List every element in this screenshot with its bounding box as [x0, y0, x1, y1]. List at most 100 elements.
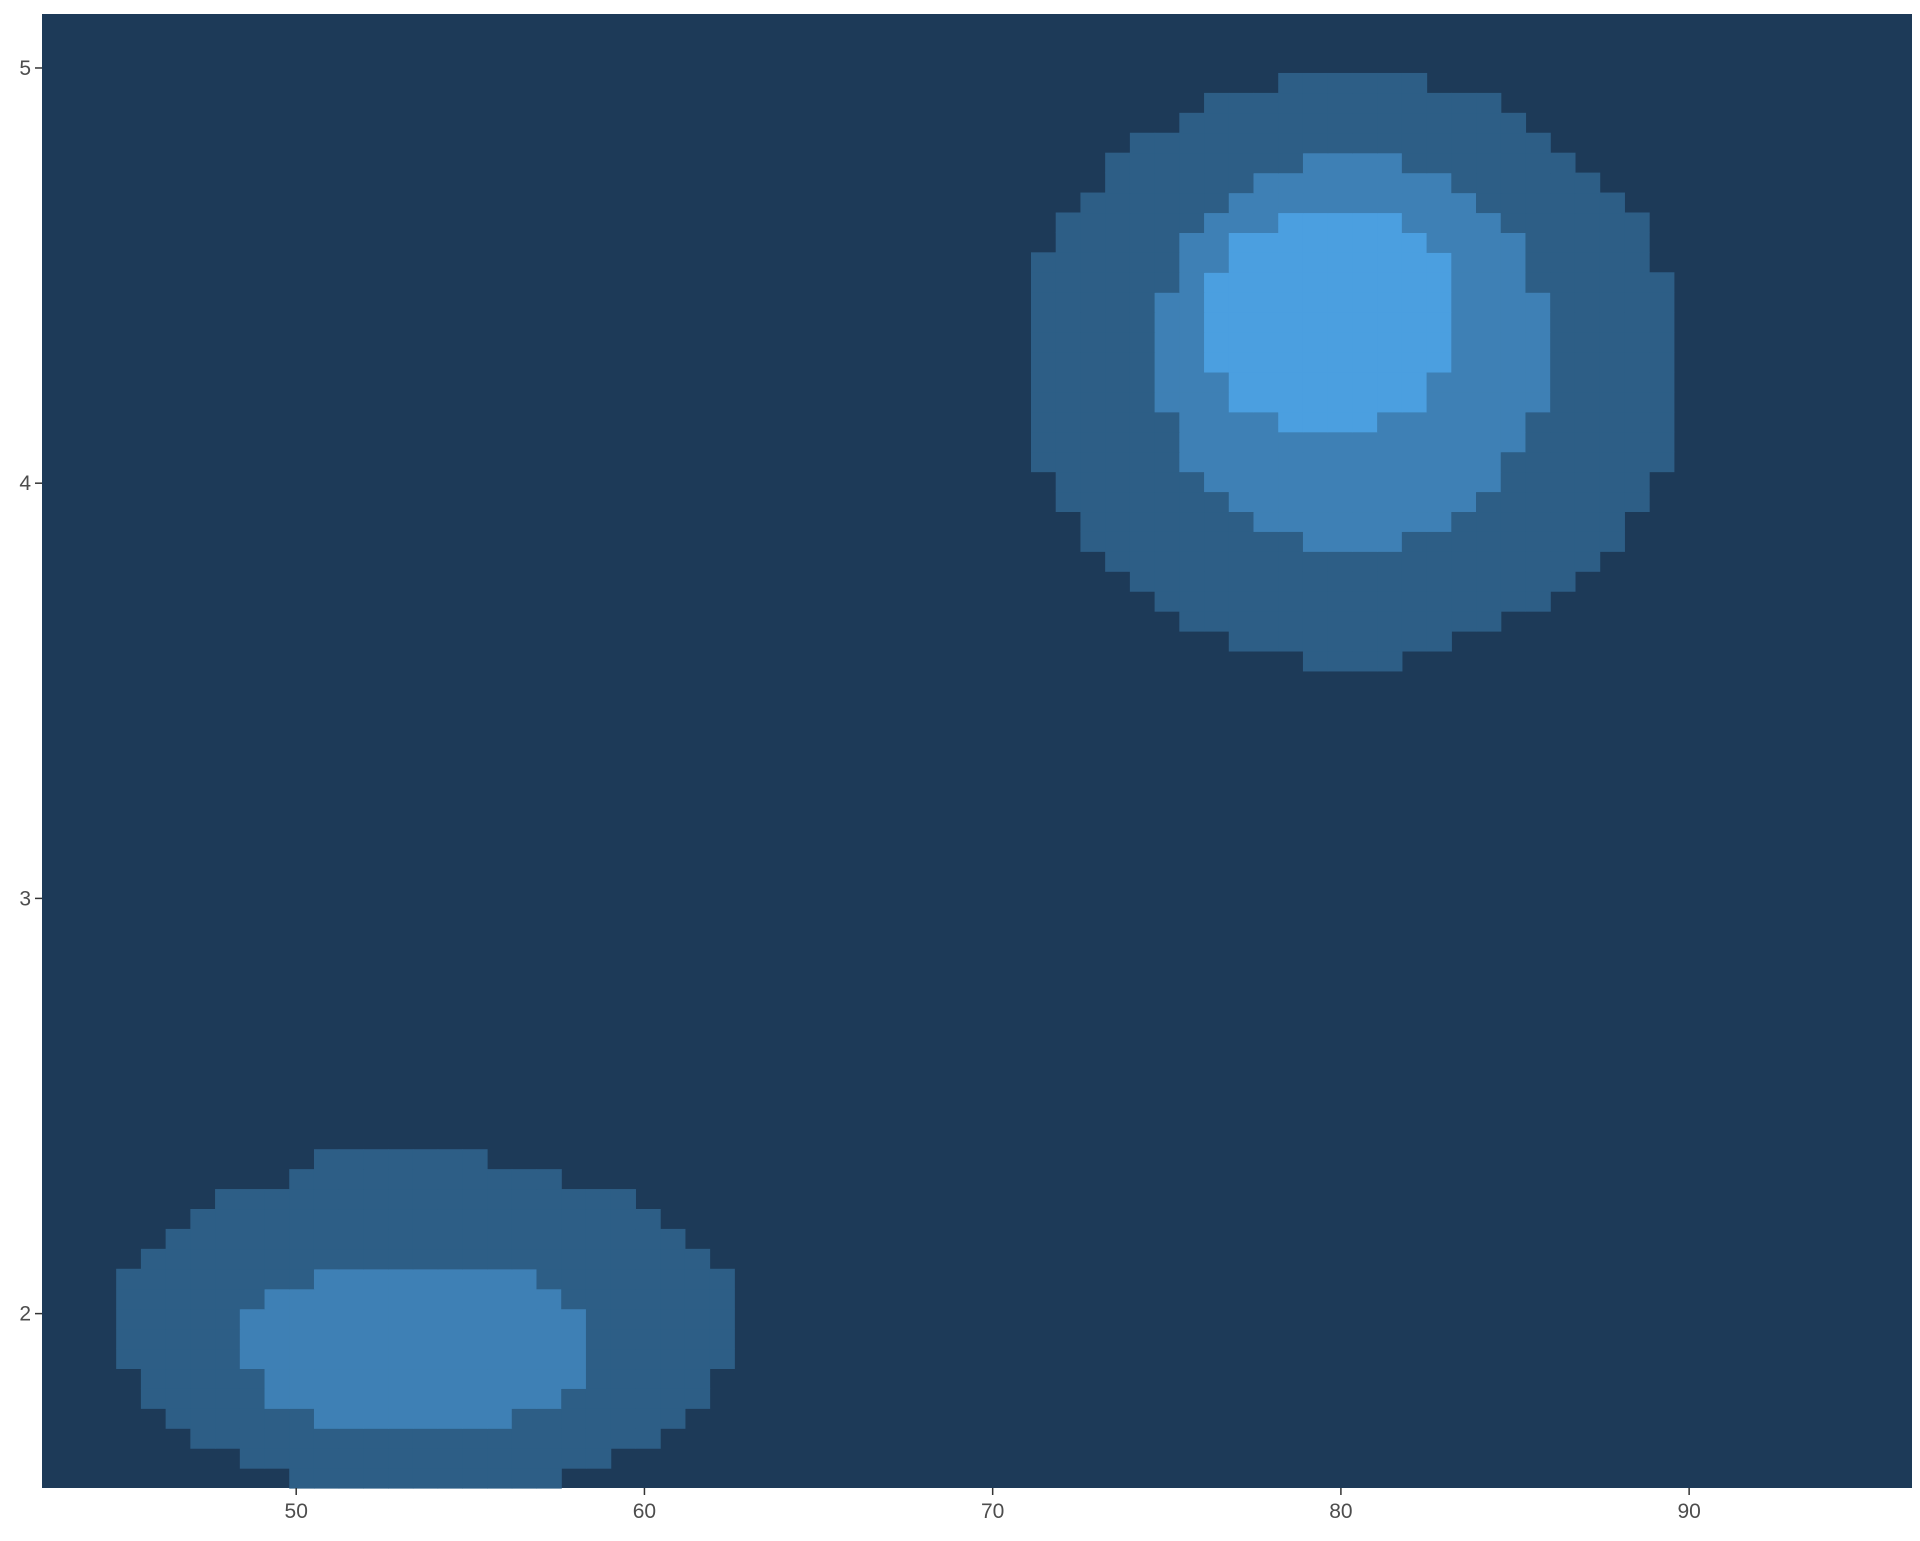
heatmap-cell	[1302, 72, 1329, 94]
heatmap-cell	[264, 1228, 290, 1250]
heatmap-cell	[1550, 152, 1576, 174]
heatmap-cell	[1179, 371, 1205, 393]
heatmap-cell	[561, 1208, 587, 1230]
heatmap-cell	[1105, 431, 1131, 453]
heatmap-cell	[1574, 212, 1601, 233]
heatmap-cell	[1154, 312, 1180, 333]
heatmap-cell	[1451, 511, 1477, 532]
heatmap-cell	[363, 1228, 389, 1250]
heatmap-cell	[1550, 292, 1576, 313]
heatmap-cell	[1599, 351, 1625, 373]
heatmap-cell	[313, 1408, 340, 1429]
heatmap-cell	[1352, 591, 1378, 612]
heatmap-cell	[388, 1328, 414, 1350]
heatmap-cell	[1204, 611, 1230, 632]
heatmap-cell	[1377, 172, 1403, 194]
heatmap-cell	[1302, 192, 1329, 214]
heatmap-cell	[437, 1169, 463, 1190]
heatmap-cell	[412, 1208, 439, 1230]
heatmap-cell	[289, 1368, 315, 1389]
heatmap-cell	[1327, 611, 1353, 632]
heatmap-cell	[1055, 471, 1082, 493]
heatmap-cell	[338, 1368, 365, 1389]
heatmap-cell	[363, 1348, 389, 1370]
heatmap-cell	[1327, 72, 1353, 94]
heatmap-cell	[412, 1308, 439, 1330]
heatmap-cell	[1278, 132, 1304, 154]
heatmap-cell	[1525, 292, 1551, 313]
heatmap-cell	[1401, 411, 1428, 433]
heatmap-cell	[363, 1388, 389, 1409]
heatmap-cell	[1129, 391, 1156, 413]
heatmap-cell	[1352, 212, 1378, 233]
heatmap-cell	[313, 1248, 340, 1270]
y-tick-label: 3	[19, 887, 31, 910]
heatmap-cell	[1030, 431, 1057, 453]
heatmap-cell	[1204, 212, 1230, 233]
heatmap-cell	[1204, 531, 1230, 552]
heatmap-cell	[190, 1368, 216, 1389]
heatmap-cell	[412, 1169, 439, 1190]
heatmap-cell	[1352, 312, 1378, 333]
heatmap-cell	[165, 1228, 191, 1250]
x-axis: 50 60 70 80 90	[285, 1488, 1701, 1523]
heatmap-cell	[1476, 112, 1502, 134]
heatmap-cell	[1500, 272, 1527, 293]
heatmap-cell	[1327, 112, 1353, 134]
heatmap-cell	[1129, 411, 1156, 433]
heatmap-cell	[1574, 551, 1601, 572]
heatmap-cell	[1574, 491, 1601, 513]
heatmap-cell	[1253, 172, 1279, 194]
heatmap-cell	[1105, 471, 1131, 493]
heatmap-cell	[1327, 192, 1353, 214]
heatmap-cell	[1253, 551, 1279, 572]
heatmap-cell	[116, 1328, 142, 1350]
heatmap-cell	[1327, 232, 1353, 253]
heatmap-cell	[1574, 292, 1601, 313]
heatmap-cell	[1204, 491, 1230, 513]
heatmap-cell	[1352, 431, 1378, 453]
heatmap-cell	[1228, 332, 1255, 353]
heatmap-cell	[1204, 272, 1230, 293]
heatmap-cell	[1278, 591, 1304, 612]
heatmap-cell	[116, 1288, 142, 1310]
heatmap-cell	[1253, 611, 1279, 632]
heatmap-cell	[1179, 571, 1205, 592]
heatmap-cell	[1451, 471, 1477, 493]
heatmap-cell	[511, 1288, 538, 1310]
heatmap-cell	[1599, 431, 1625, 453]
heatmap-cell	[1278, 451, 1304, 473]
heatmap-cell	[536, 1368, 562, 1389]
heatmap-cell	[313, 1208, 340, 1230]
heatmap-cell	[1327, 152, 1353, 174]
heatmap-cell	[1500, 491, 1527, 513]
heatmap-cell	[561, 1268, 587, 1290]
heatmap-cell	[536, 1348, 562, 1370]
heatmap-cell	[1476, 471, 1502, 493]
heatmap-cell	[1550, 491, 1576, 513]
heatmap-cell	[1228, 192, 1255, 214]
y-axis: 2 3 4 5	[19, 57, 42, 1326]
heatmap-cell	[1550, 511, 1576, 532]
heatmap-cell	[1129, 192, 1156, 214]
heatmap-cell	[1352, 192, 1378, 214]
heatmap-cell	[1253, 112, 1279, 134]
heatmap-cell	[1574, 272, 1601, 293]
heatmap-cell	[1055, 252, 1082, 273]
heatmap-cell	[1302, 232, 1329, 253]
heatmap-cell	[1599, 371, 1625, 393]
heatmap-cell	[1377, 112, 1403, 134]
heatmap-cell	[1302, 471, 1329, 493]
heatmap-cell	[1327, 132, 1353, 154]
heatmap-cell	[1426, 411, 1452, 433]
heatmap-cell	[289, 1408, 315, 1429]
heatmap-cell	[511, 1468, 538, 1489]
heatmap-cell	[462, 1428, 488, 1449]
heatmap-cell	[1550, 351, 1576, 373]
heatmap-cell	[561, 1428, 587, 1449]
heatmap-cell	[1204, 551, 1230, 572]
heatmap-cell	[1377, 312, 1403, 333]
heatmap-cell	[1377, 611, 1403, 632]
heatmap-cell	[1302, 631, 1329, 652]
density-tiles	[116, 72, 1675, 1489]
